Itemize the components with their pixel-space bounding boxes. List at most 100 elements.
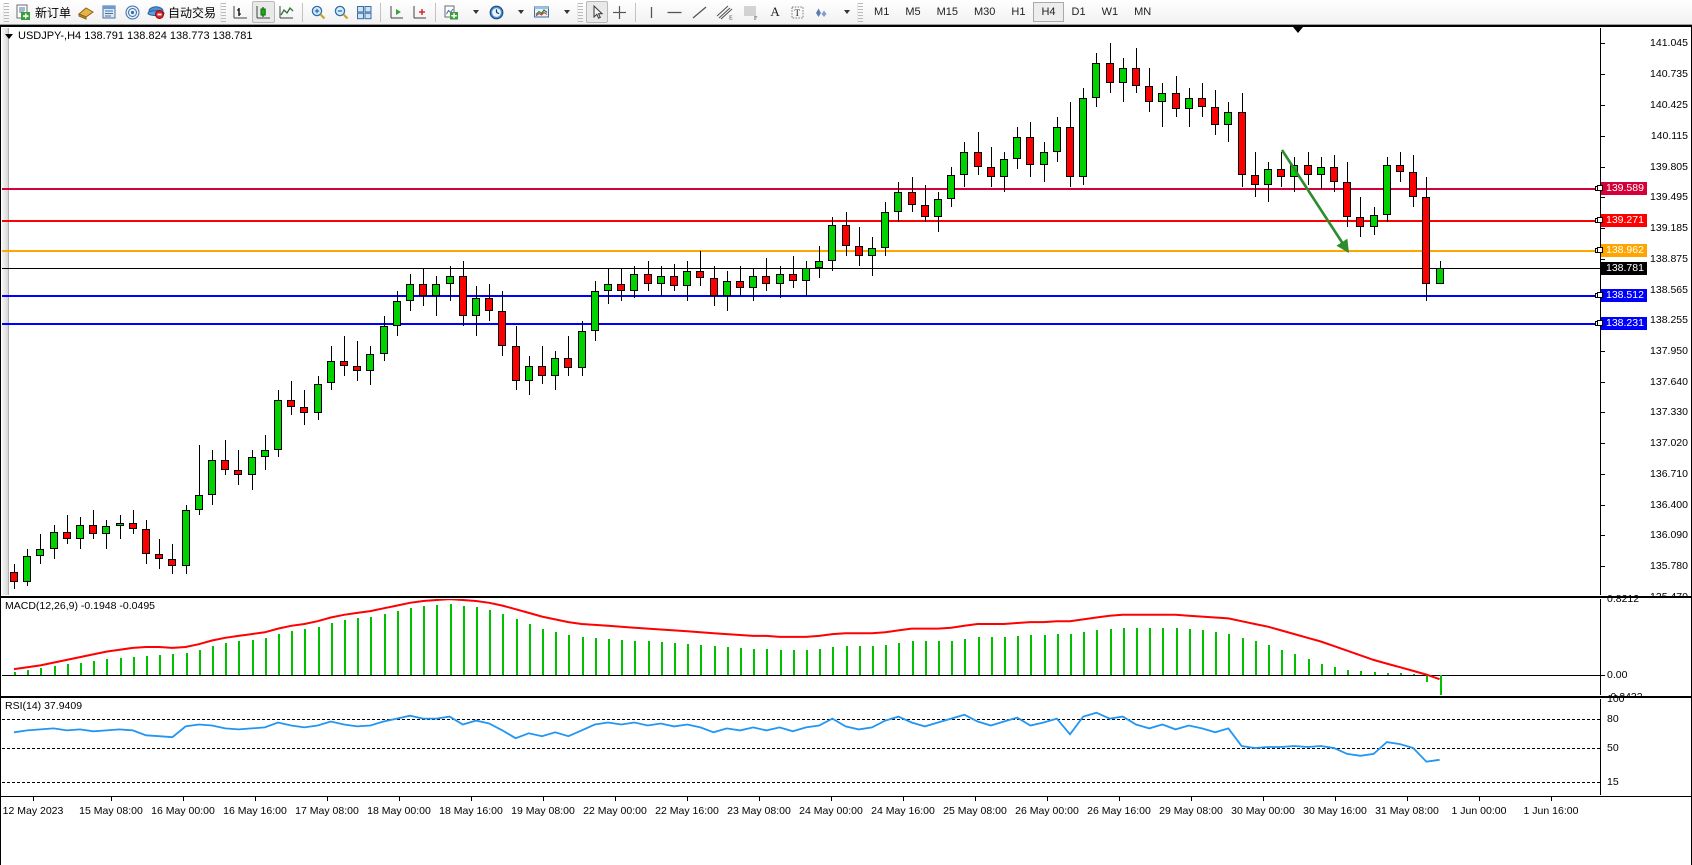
shapes-dropdown[interactable]	[834, 1, 856, 23]
tag-handle[interactable]	[1597, 184, 1603, 191]
trendline-button[interactable]	[687, 1, 712, 23]
candle-body	[630, 274, 639, 292]
line-chart-button[interactable]	[275, 1, 298, 23]
price-tick-label: 138.565	[1650, 283, 1688, 296]
macd-histogram-bar	[1110, 628, 1112, 675]
radar-icon	[125, 5, 140, 19]
macd-histogram-bar	[344, 620, 346, 675]
price-pane[interactable]: USDJPY-,H4 138.791 138.824 138.773 138.7…	[0, 26, 1692, 603]
data-window-button[interactable]	[98, 1, 121, 23]
templates-dropdown[interactable]	[554, 1, 576, 23]
shapes-button[interactable]	[809, 1, 834, 23]
chart-area[interactable]: USDJPY-,H4 138.791 138.824 138.773 138.7…	[0, 25, 1692, 865]
equidistant-channel-button[interactable]: E	[712, 1, 738, 23]
candle-wick	[120, 514, 121, 540]
tag-handle[interactable]	[1597, 247, 1603, 254]
text-button[interactable]: A	[764, 1, 786, 23]
timeframe-h4[interactable]: H4	[1033, 2, 1064, 22]
crosshair-button[interactable]	[608, 1, 631, 23]
templates-button[interactable]	[530, 1, 554, 23]
timeframe-mn[interactable]: MN	[1134, 6, 1152, 18]
candle-body	[1422, 196, 1431, 285]
last-price-tag[interactable]: 138.781	[1601, 262, 1647, 276]
candle-body	[379, 325, 388, 354]
rsi-pane[interactable]: RSI(14) 37.9409 100 80 50 15	[0, 694, 1692, 797]
candlestick-chart-button[interactable]	[252, 1, 276, 23]
price-plot[interactable]	[2, 28, 1600, 595]
time-axis[interactable]: 12 May 2023 15 May 08:00 16 May 00:00 16 Ma…	[0, 797, 1692, 865]
pivot-line[interactable]	[2, 248, 1600, 254]
price-tick-label: 137.640	[1650, 375, 1688, 388]
chart-shift-button[interactable]	[385, 1, 408, 23]
rsi-plot[interactable]	[2, 699, 1600, 795]
cursor-button[interactable]	[586, 1, 609, 23]
candle-wick	[766, 258, 767, 292]
resistance-1-tag[interactable]: 139.589	[1597, 181, 1647, 195]
indicators-button[interactable]	[440, 1, 463, 23]
timeframe-m30[interactable]: M30	[974, 6, 996, 18]
fibonacci-button[interactable]: F	[738, 1, 764, 23]
indicators-dropdown[interactable]	[463, 1, 485, 23]
timeframe-h1[interactable]: H1	[1011, 6, 1026, 18]
zoom-in-button[interactable]	[307, 1, 330, 23]
tag-handle[interactable]	[1597, 319, 1603, 326]
vertical-scale-strip[interactable]	[2, 28, 9, 595]
timeframe-w1[interactable]: W1	[1101, 6, 1119, 18]
tile-windows-button[interactable]	[353, 1, 376, 23]
support-1-tag[interactable]: 138.512	[1597, 288, 1647, 302]
support-line-1[interactable]	[2, 292, 1600, 298]
pivot-tag[interactable]: 138.962	[1597, 244, 1647, 258]
price-tick	[1601, 104, 1605, 106]
macd-histogram-bar	[925, 641, 927, 675]
candle-body	[1184, 97, 1193, 110]
horizontal-line-button[interactable]	[662, 1, 687, 23]
resistance-line-1[interactable]	[2, 185, 1600, 191]
toolbar-grip-3[interactable]	[577, 2, 584, 22]
tag-handle[interactable]	[1597, 291, 1603, 298]
signals-button[interactable]	[121, 1, 144, 23]
new-order-button[interactable]: 新订单	[12, 1, 74, 23]
cheese-button[interactable]	[74, 1, 98, 23]
tag-handle[interactable]	[1597, 216, 1603, 223]
timeframe-m1[interactable]: M1	[874, 6, 890, 18]
periods-dropdown[interactable]	[508, 1, 530, 23]
macd-histogram-bar	[1017, 635, 1019, 675]
auto-trading-button[interactable]: 自动交易	[144, 1, 219, 23]
zoom-out-button[interactable]	[330, 1, 353, 23]
periods-button[interactable]	[485, 1, 508, 23]
current-price-line[interactable]	[2, 268, 1600, 270]
price-tick	[1601, 166, 1605, 168]
support-line-2[interactable]	[2, 320, 1600, 326]
vertical-line-button[interactable]	[640, 1, 662, 23]
time-tick-label: 23 May 08:00	[727, 805, 791, 817]
macd-pane[interactable]: MACD(12,26,9) -0.1948 -0.0495 0.8212 0.00…	[0, 594, 1692, 703]
text-label-button[interactable]: T	[786, 1, 809, 23]
toolbar-grip[interactable]	[3, 2, 9, 22]
timeframe-d1[interactable]: D1	[1071, 6, 1086, 18]
auto-scroll-button[interactable]	[408, 1, 431, 23]
toolbar-grip-4[interactable]	[857, 2, 864, 22]
support-2-tag[interactable]: 138.231	[1597, 316, 1647, 330]
candle-body	[406, 284, 414, 302]
bearish-arrow[interactable]	[2, 28, 1600, 595]
resistance-2-tag[interactable]: 139.271	[1597, 213, 1647, 227]
candle-body	[1303, 165, 1312, 175]
timeframe-m15[interactable]: M15	[936, 6, 958, 18]
candle-wick	[1162, 82, 1163, 128]
bar-chart-button[interactable]	[229, 1, 252, 23]
candle-body	[10, 572, 18, 583]
macd-plot[interactable]	[2, 599, 1600, 695]
candle-body	[1066, 127, 1074, 177]
candle-body	[1158, 92, 1167, 103]
macd-histogram-bar	[1215, 632, 1217, 675]
price-axis[interactable]: 141.045 140.735 140.425 140.115 139.805 139.4…	[1597, 28, 1690, 603]
new-order-label: 新订单	[35, 5, 72, 20]
collapse-triangle-icon[interactable]	[5, 33, 13, 39]
toolbar-grip-2[interactable]	[220, 2, 227, 22]
candle-wick	[238, 450, 239, 485]
macd-histogram-bar	[67, 664, 69, 675]
candle-body	[1356, 216, 1365, 227]
timeframe-m5[interactable]: M5	[905, 6, 921, 18]
time-tick-label: 1 Jun 00:00	[1451, 805, 1507, 817]
macd-histogram-bar	[476, 607, 478, 675]
